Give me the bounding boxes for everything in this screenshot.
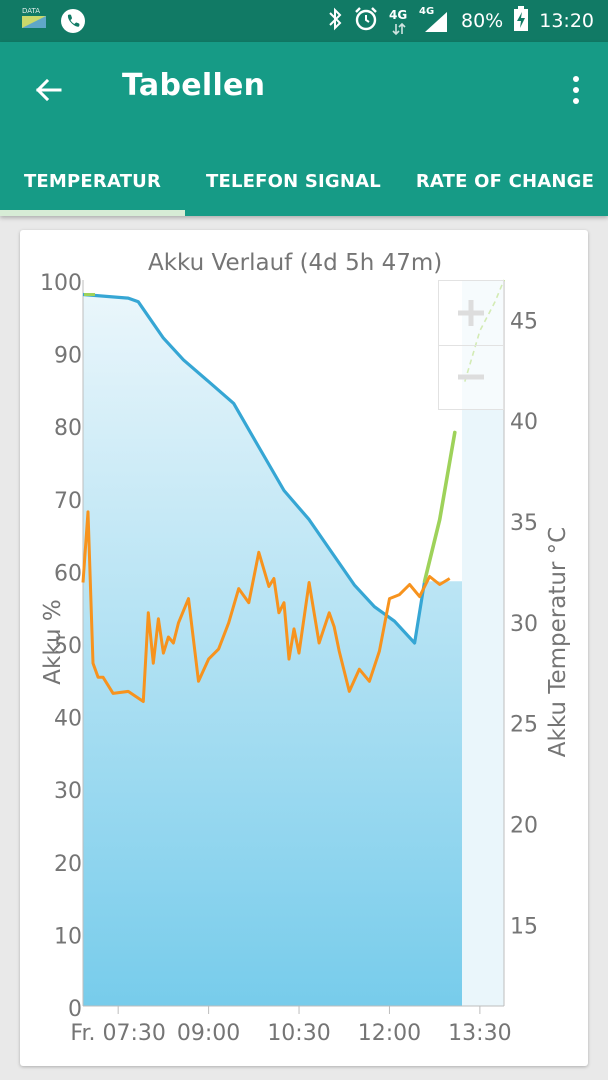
more-vert-icon-dot [573, 98, 579, 104]
y-tick-label: 50 [54, 634, 82, 659]
network-type-left: 4G [389, 8, 408, 22]
more-vert-icon [573, 76, 579, 82]
tab-label: TELEFON SIGNAL [206, 170, 381, 192]
battery-charging-icon [513, 5, 529, 37]
zoom-out-button[interactable] [439, 345, 503, 409]
y2-tick-label: 35 [510, 511, 538, 536]
y-tick-label: 80 [54, 416, 82, 441]
tab-temperatur[interactable]: TEMPERATUR [0, 146, 185, 216]
minus-icon [458, 374, 484, 380]
zoom-in-button[interactable] [439, 281, 503, 346]
bluetooth-icon [327, 7, 343, 36]
plus-icon [458, 300, 484, 326]
tab-telefon-signal[interactable]: TELEFON SIGNAL [185, 146, 402, 216]
back-button[interactable] [26, 70, 70, 110]
alarm-icon [353, 6, 379, 37]
chart-title: Akku Verlauf (4d 5h 47m) [148, 250, 442, 276]
chart-card: 0 10 20 30 40 50 60 70 80 90 100 15 20 25 30 35 40 45 Fr. … [20, 230, 588, 1066]
tab-bar: TEMPERATUR TELEFON SIGNAL RATE OF CHANGE [0, 146, 608, 216]
y-tick-label: 100 [40, 271, 82, 296]
x-tick-label: 13:30 [448, 1021, 511, 1046]
page-title: Tabellen [122, 68, 266, 103]
tab-rate-of-change[interactable]: RATE OF CHANGE [402, 146, 608, 216]
x-tick-label: 09:00 [177, 1021, 240, 1046]
battery-area [83, 294, 462, 1006]
y2-tick-label: 40 [510, 410, 538, 435]
y2-axis-title: Akku Temperatur °C [545, 527, 571, 757]
y-tick-label: 90 [54, 344, 82, 369]
y-axis-title: Akku % [40, 599, 66, 684]
more-vert-icon-dot [573, 87, 579, 93]
arrow-back-icon [35, 78, 62, 102]
battery-percentage: 80% [461, 10, 504, 32]
y-tick-label: 40 [54, 707, 82, 732]
y-tick-label: 0 [68, 997, 82, 1022]
y-tick-label: 70 [54, 489, 82, 514]
tab-label: RATE OF CHANGE [415, 170, 595, 192]
y2-tick-label: 20 [510, 814, 538, 839]
overflow-menu-button[interactable] [564, 70, 588, 110]
zoom-controls [438, 280, 504, 410]
y2-tick-label: 25 [510, 713, 538, 738]
temperature-line [81, 510, 451, 703]
y-tick-label: 10 [54, 924, 82, 949]
y-tick-label: 20 [54, 852, 82, 877]
y2-tick-label: 45 [510, 309, 538, 334]
tab-label: TEMPERATUR [23, 170, 162, 192]
app-bar: Tabellen TEMPERATUR TELEFON SIGNAL RATE … [0, 42, 608, 216]
clock: 13:20 [539, 10, 594, 32]
x-tick-label: Fr. 07:30 [70, 1021, 165, 1046]
status-bar: DATA 4G 4G 80% 13:20 [0, 0, 608, 42]
battery-line [82, 292, 427, 645]
y-tick-label: 60 [54, 561, 82, 586]
y-tick-label: 30 [54, 779, 82, 804]
data-icon: DATA [22, 6, 48, 34]
y2-tick-label: 15 [510, 914, 538, 939]
x-tick-label: 12:00 [358, 1021, 421, 1046]
data-label: DATA [22, 7, 40, 15]
x-tick-label: 10:30 [267, 1021, 330, 1046]
phone-icon [60, 8, 86, 38]
prediction-line [422, 430, 457, 584]
signal-icon: 4G [419, 6, 451, 36]
y2-tick-label: 30 [510, 612, 538, 637]
network-type-right: 4G [419, 6, 435, 17]
tab-indicator [0, 210, 185, 216]
